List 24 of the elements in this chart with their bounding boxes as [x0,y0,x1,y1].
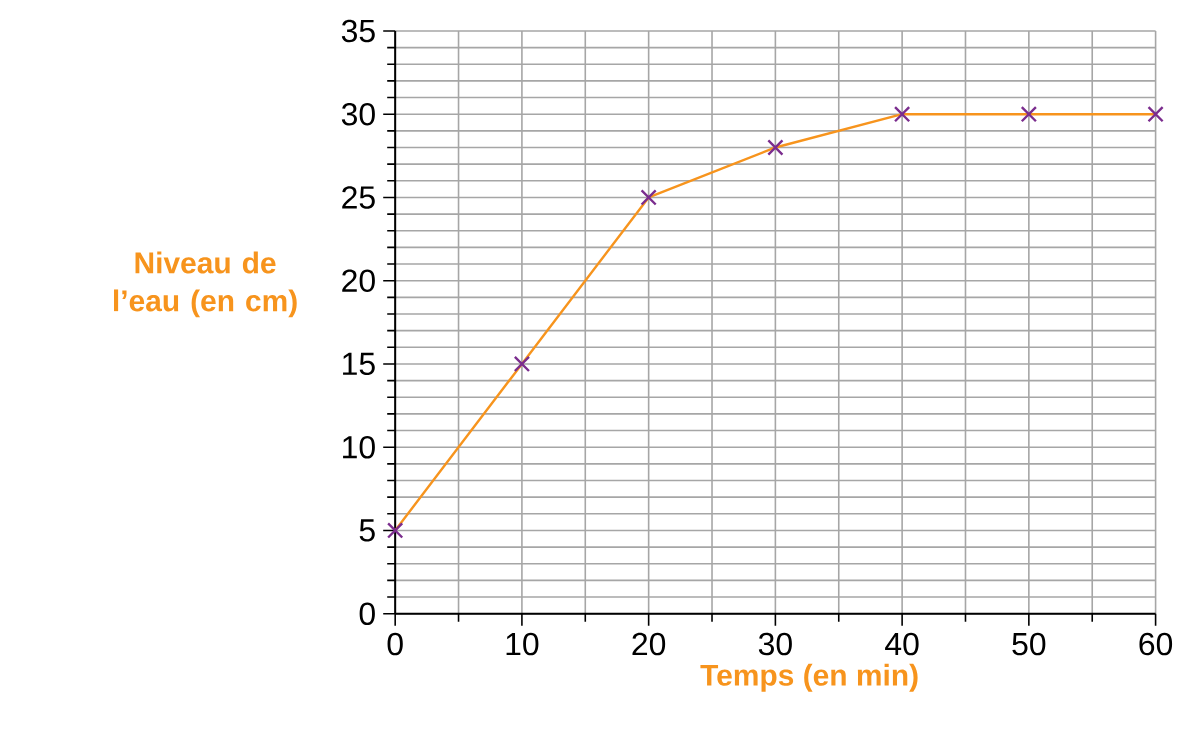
x-tick-label: 10 [506,632,539,656]
x-tick-label: 20 [632,632,666,656]
point [640,188,657,206]
y-tick-label: 5 [359,519,375,542]
point [386,521,404,539]
x-tick-label: 50 [1012,632,1046,656]
y-tick-label: 35 [341,19,375,43]
y-tick-label: 30 [341,102,375,126]
y-tick-label: 20 [342,269,375,292]
y-tick-label: 10 [343,435,375,459]
point [767,139,784,156]
y-axis-title: Niveau de l’eau (en cm) [114,251,297,318]
x-tick-label: 30 [758,632,792,656]
point [893,105,911,123]
y-tick-label: 25 [342,185,375,209]
point [513,355,531,372]
x-tick-label: 60 [1139,632,1173,656]
x-tick-label: 0 [387,632,403,656]
y-tick-label: 15 [343,352,375,375]
point [1020,105,1038,123]
x-axis-title: Temps (en min) [700,663,918,692]
point [1147,105,1164,123]
y-tick-label: 0 [359,602,375,625]
x-tick-label: 40 [885,632,919,656]
